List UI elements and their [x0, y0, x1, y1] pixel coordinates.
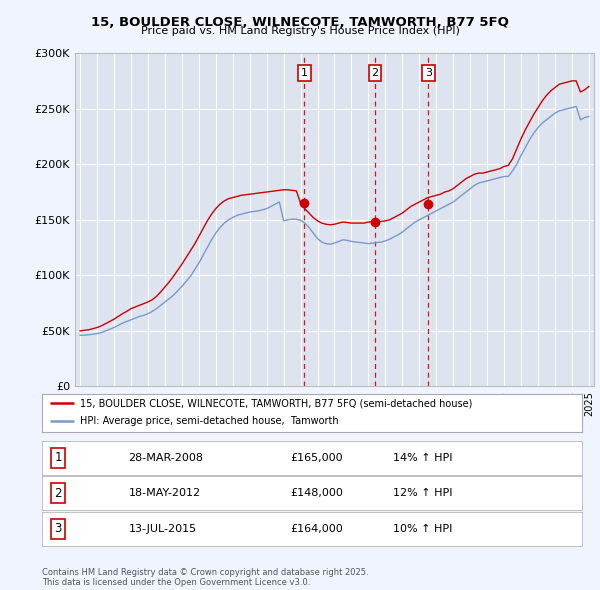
Text: Contains HM Land Registry data © Crown copyright and database right 2025.
This d: Contains HM Land Registry data © Crown c…	[42, 568, 368, 587]
Text: 15, BOULDER CLOSE, WILNECOTE, TAMWORTH, B77 5FQ (semi-detached house): 15, BOULDER CLOSE, WILNECOTE, TAMWORTH, …	[80, 398, 472, 408]
Text: £148,000: £148,000	[290, 489, 343, 498]
Text: £165,000: £165,000	[290, 453, 343, 463]
Text: Price paid vs. HM Land Registry's House Price Index (HPI): Price paid vs. HM Land Registry's House …	[140, 26, 460, 36]
Text: 28-MAR-2008: 28-MAR-2008	[128, 453, 203, 463]
Text: 3: 3	[55, 522, 62, 535]
Text: 18-MAY-2012: 18-MAY-2012	[128, 489, 200, 498]
Text: 1: 1	[55, 451, 62, 464]
Text: 13-JUL-2015: 13-JUL-2015	[128, 524, 197, 533]
Text: 2: 2	[55, 487, 62, 500]
Text: 10% ↑ HPI: 10% ↑ HPI	[393, 524, 452, 533]
Text: 12% ↑ HPI: 12% ↑ HPI	[393, 489, 452, 498]
Text: HPI: Average price, semi-detached house,  Tamworth: HPI: Average price, semi-detached house,…	[80, 416, 338, 426]
Text: £164,000: £164,000	[290, 524, 343, 533]
Text: 2: 2	[371, 68, 379, 78]
Text: 1: 1	[301, 68, 308, 78]
Text: 15, BOULDER CLOSE, WILNECOTE, TAMWORTH, B77 5FQ: 15, BOULDER CLOSE, WILNECOTE, TAMWORTH, …	[91, 16, 509, 29]
Text: 14% ↑ HPI: 14% ↑ HPI	[393, 453, 452, 463]
Text: 3: 3	[425, 68, 432, 78]
